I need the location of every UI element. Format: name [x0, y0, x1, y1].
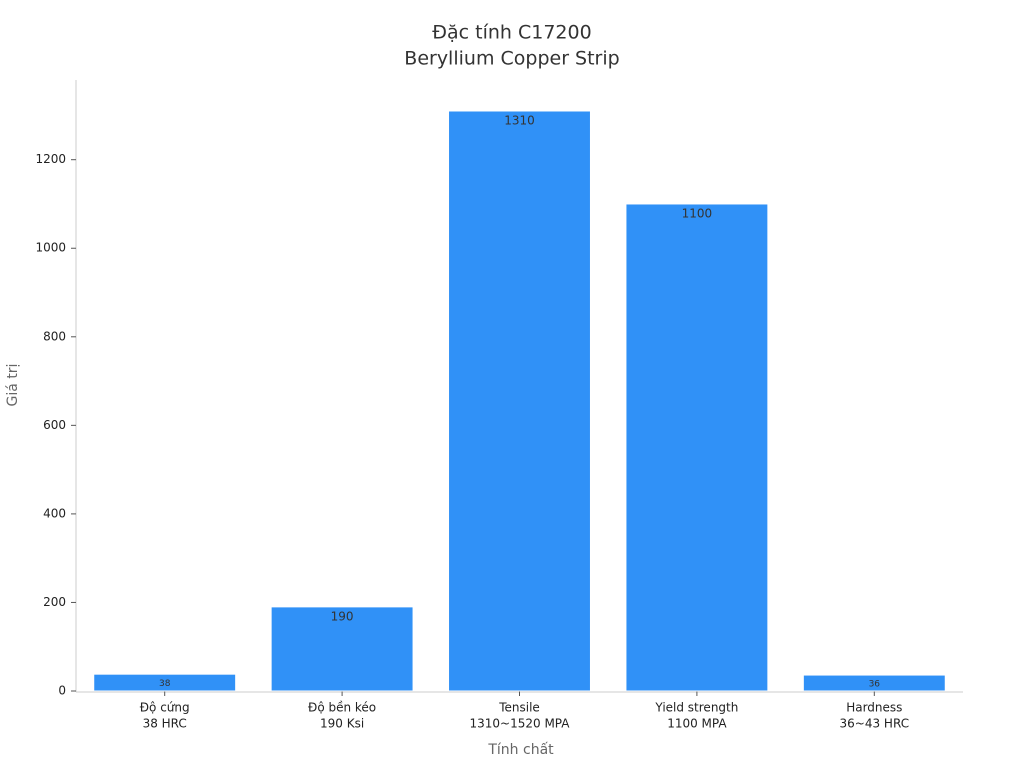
chart-title: Đặc tính C17200 — [432, 22, 591, 44]
value-label: 1100 — [682, 206, 713, 220]
x-axis-label: Tính chất — [487, 742, 554, 758]
x-tick-label: 1100 MPA — [667, 717, 727, 731]
bar — [448, 110, 591, 692]
x-tick-label: Độ bền kéo — [308, 701, 376, 715]
value-label: 36 — [869, 680, 881, 690]
x-tick-label: 36~43 HRC — [840, 717, 910, 731]
chart-title: Beryllium Copper Strip — [404, 48, 619, 70]
value-label: 38 — [159, 679, 171, 689]
x-tick-label: Tensile — [498, 701, 540, 715]
bar — [802, 674, 946, 692]
x-tick-label: 38 HRC — [143, 717, 187, 731]
y-tick-label: 200 — [43, 595, 66, 609]
x-tick-label: Hardness — [846, 701, 902, 715]
y-tick-label: 1200 — [35, 152, 66, 166]
y-tick-label: 0 — [58, 684, 66, 698]
value-label: 1310 — [504, 113, 535, 127]
y-tick-label: 1000 — [35, 241, 66, 255]
bar — [93, 673, 237, 692]
x-tick-label: 1310~1520 MPA — [470, 717, 571, 731]
y-tick-label: 400 — [43, 506, 66, 520]
y-tick-label: 600 — [43, 418, 66, 432]
x-tick-label: Độ cứng — [140, 701, 190, 715]
x-tick-label: Yield strength — [654, 701, 738, 715]
x-tick-label: 190 Ksi — [320, 717, 364, 731]
bar — [270, 606, 414, 692]
y-axis-label: Giá trị — [5, 364, 21, 407]
value-label: 190 — [331, 609, 354, 623]
bar — [625, 203, 769, 692]
y-tick-label: 800 — [43, 329, 66, 343]
